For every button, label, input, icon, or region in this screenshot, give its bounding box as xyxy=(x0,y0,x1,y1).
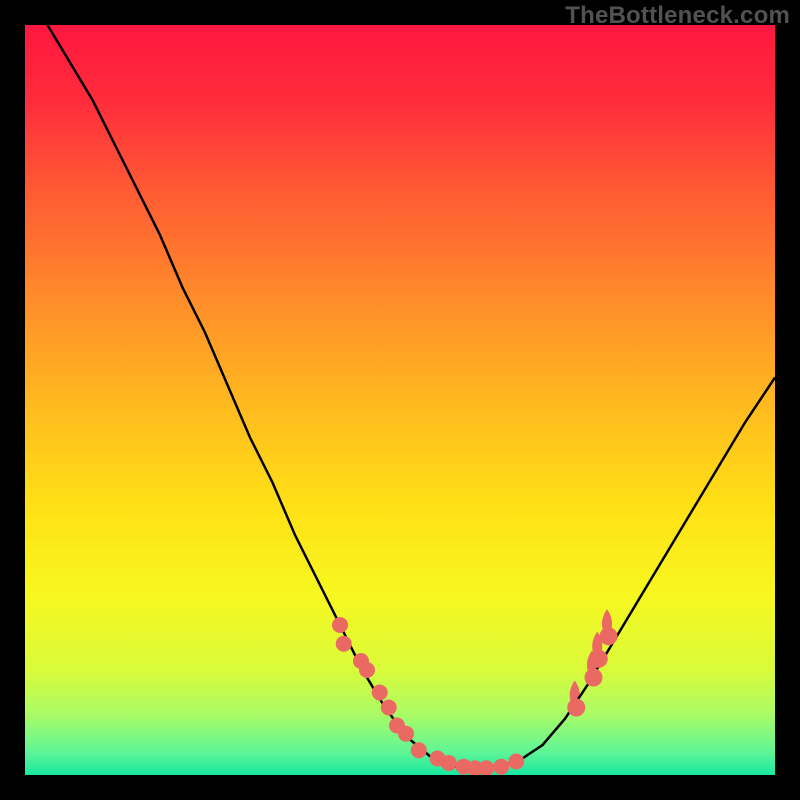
data-marker xyxy=(359,662,375,678)
data-marker xyxy=(372,685,388,701)
data-marker xyxy=(567,699,585,717)
chart-frame: TheBottleneck.com xyxy=(0,0,800,800)
gradient-background xyxy=(25,25,775,775)
watermark-text: TheBottleneck.com xyxy=(565,2,790,30)
data-marker xyxy=(508,754,524,770)
data-marker xyxy=(336,636,352,652)
data-marker xyxy=(590,650,608,668)
data-marker xyxy=(585,669,603,687)
bottleneck-chart xyxy=(0,0,800,800)
data-marker xyxy=(398,726,414,742)
data-marker xyxy=(493,759,509,775)
data-marker xyxy=(381,700,397,716)
data-marker xyxy=(478,760,494,776)
data-marker xyxy=(332,617,348,633)
data-marker xyxy=(600,627,618,645)
data-marker xyxy=(441,755,457,771)
data-marker xyxy=(411,742,427,758)
